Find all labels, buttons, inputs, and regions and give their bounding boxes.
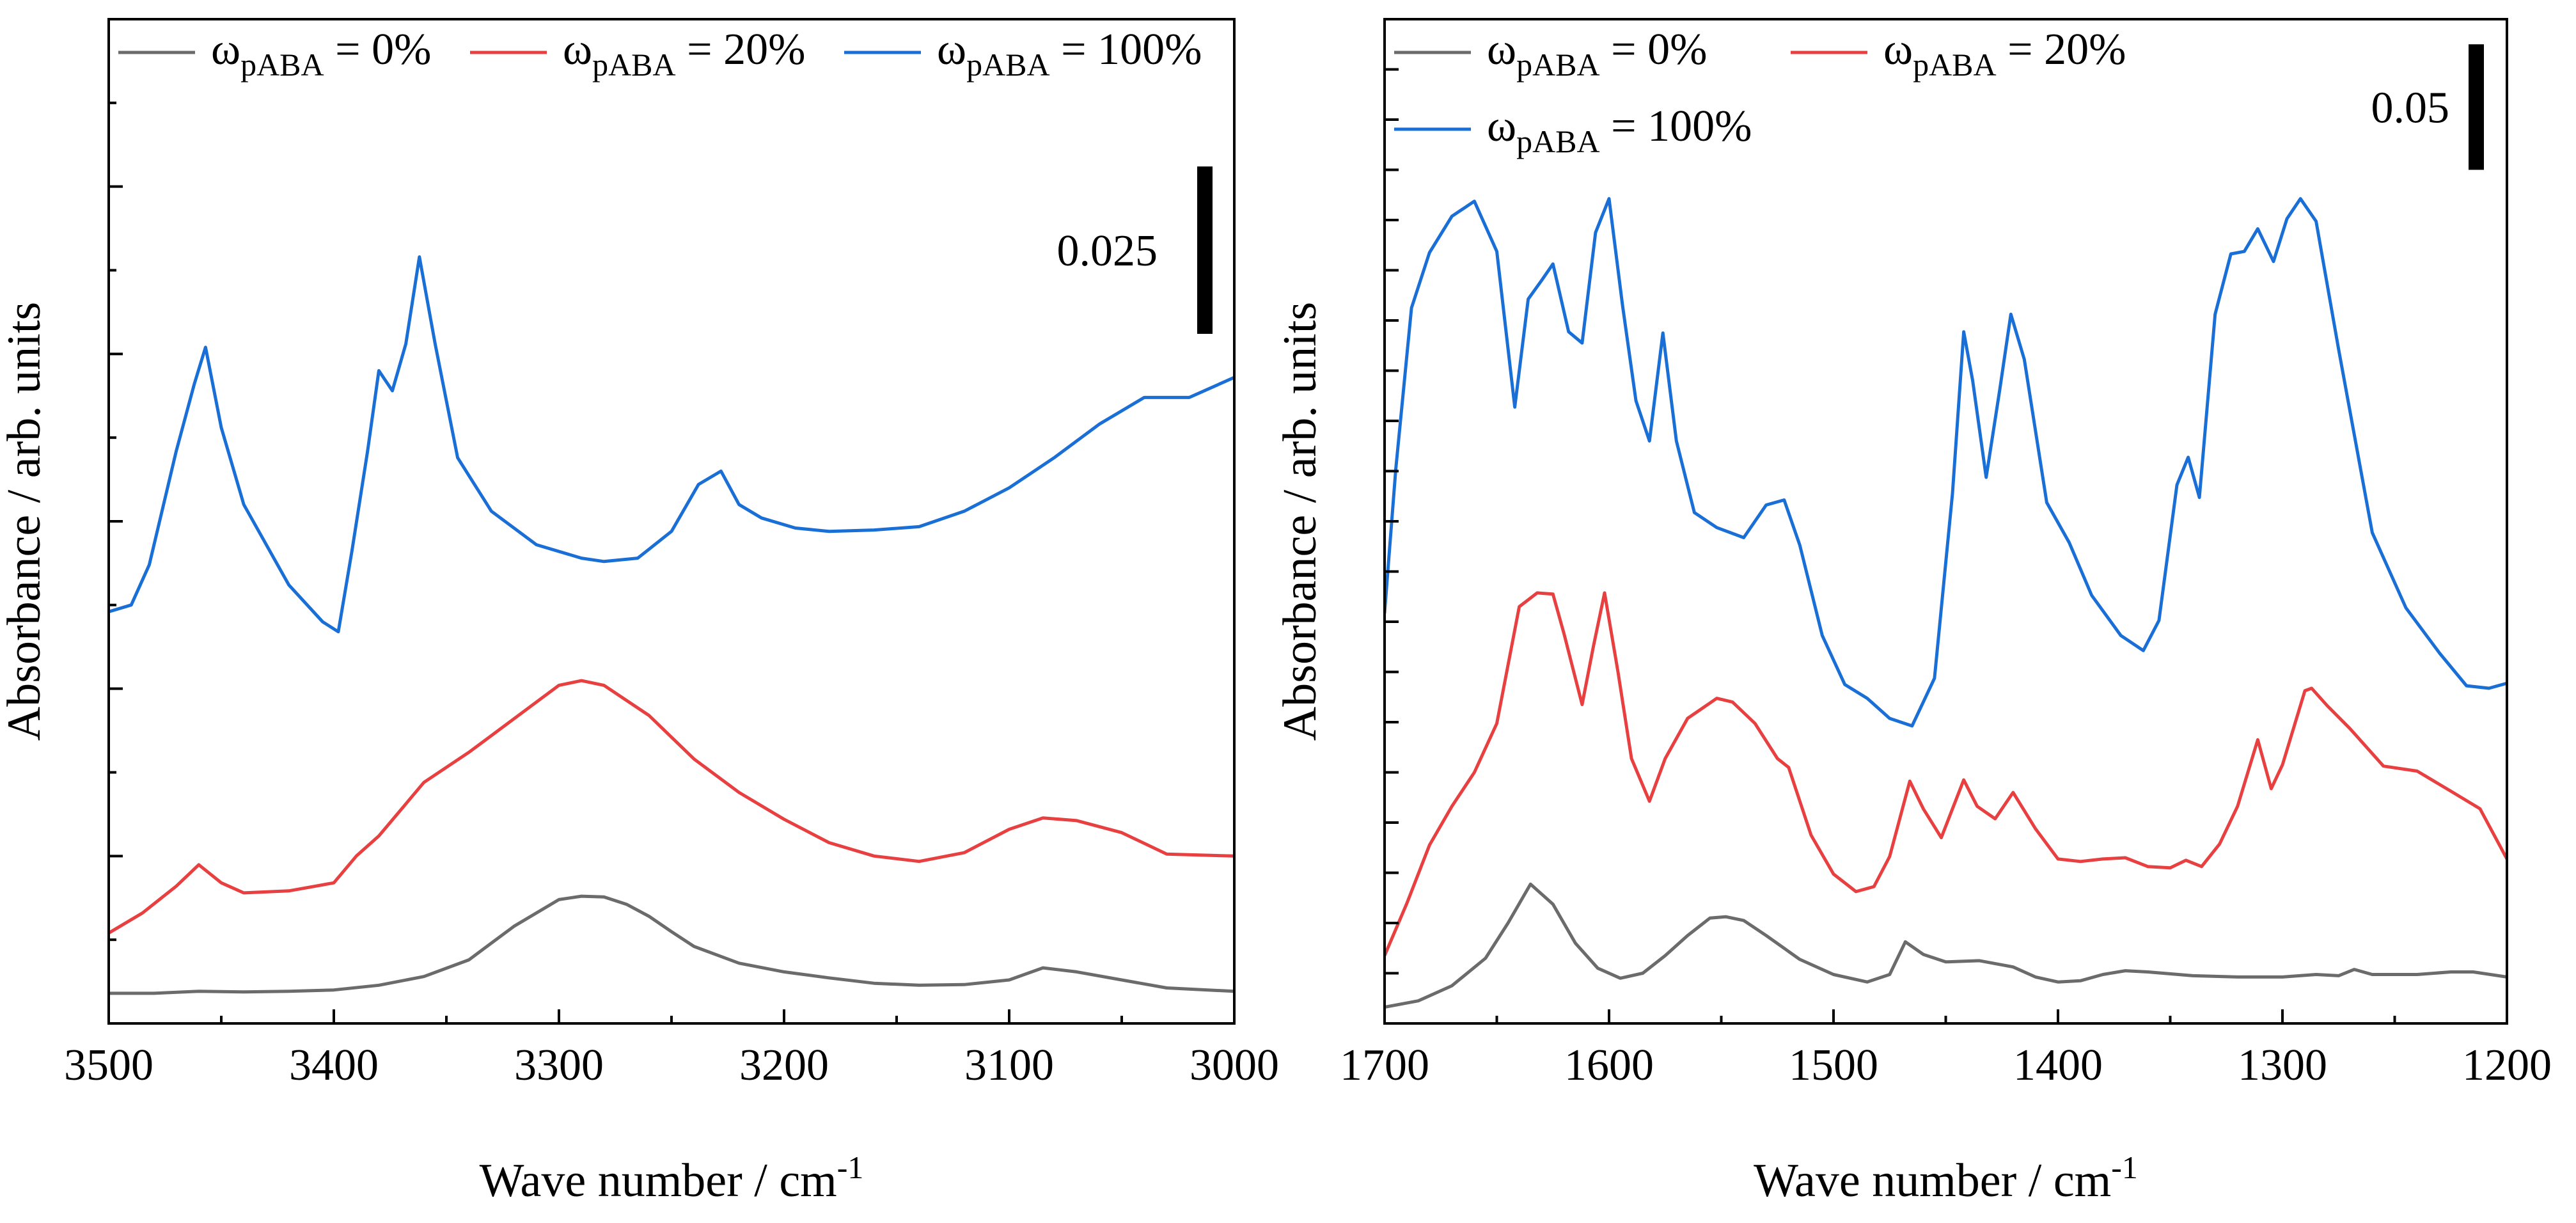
x-tick-label: 1400 [2013,1041,2103,1090]
legend-label: ωpABA = 20% [1883,25,2126,83]
plot-frame [1383,18,2508,1025]
scale-bar-label: 0.05 [2371,83,2450,132]
x-tick-label: 3200 [739,1041,829,1090]
series-line-2 [109,255,1234,634]
scale-bar [2469,44,2484,170]
x-tick-label: 3500 [64,1041,153,1090]
x-tick-label: 1200 [2462,1041,2552,1090]
y-axis-label: Absorbance / arb. units [1274,302,1326,741]
series-line-1 [1385,591,2507,958]
series-line-0 [1385,882,2507,1009]
scale-bar-label: 0.025 [1057,226,1158,276]
x-tick-label: 1500 [1789,1041,1878,1090]
y-axis-label: Absorbance / arb. units [0,302,51,741]
x-tick-label: 3100 [964,1041,1054,1090]
plot-frame [107,18,1236,1025]
scale-bar [1197,166,1213,334]
x-tick-label: 1300 [2238,1041,2327,1090]
chart-panel-right: 1700 1600 1500 1400 1300 1200 Wave number / cm… [1274,18,2552,1207]
legend-label: ωpABA = 20% [563,25,805,83]
x-tick-label: 3400 [289,1041,379,1090]
x-tick-label: 3000 [1190,1041,1279,1090]
legend-label: ωpABA = 100% [1487,102,1752,159]
x-axis-label: Wave number / cm-1 [480,1149,864,1207]
series-line-0 [109,894,1234,995]
x-axis-label: Wave number / cm-1 [1754,1149,2138,1207]
legend-label: ωpABA = 0% [1487,25,1707,83]
x-tick-label: 1700 [1340,1041,1429,1090]
x-tick-label: 1600 [1564,1041,1654,1090]
legend-label: ωpABA = 0% [211,25,431,83]
series-line-1 [109,679,1234,935]
chart-panel-left: 3500 3400 3300 3200 3100 3000 Wave number / cm… [0,18,1279,1207]
legend-label: ωpABA = 100% [937,25,1202,83]
series-line-2 [1385,197,2507,728]
x-tick-label: 3300 [514,1041,604,1090]
